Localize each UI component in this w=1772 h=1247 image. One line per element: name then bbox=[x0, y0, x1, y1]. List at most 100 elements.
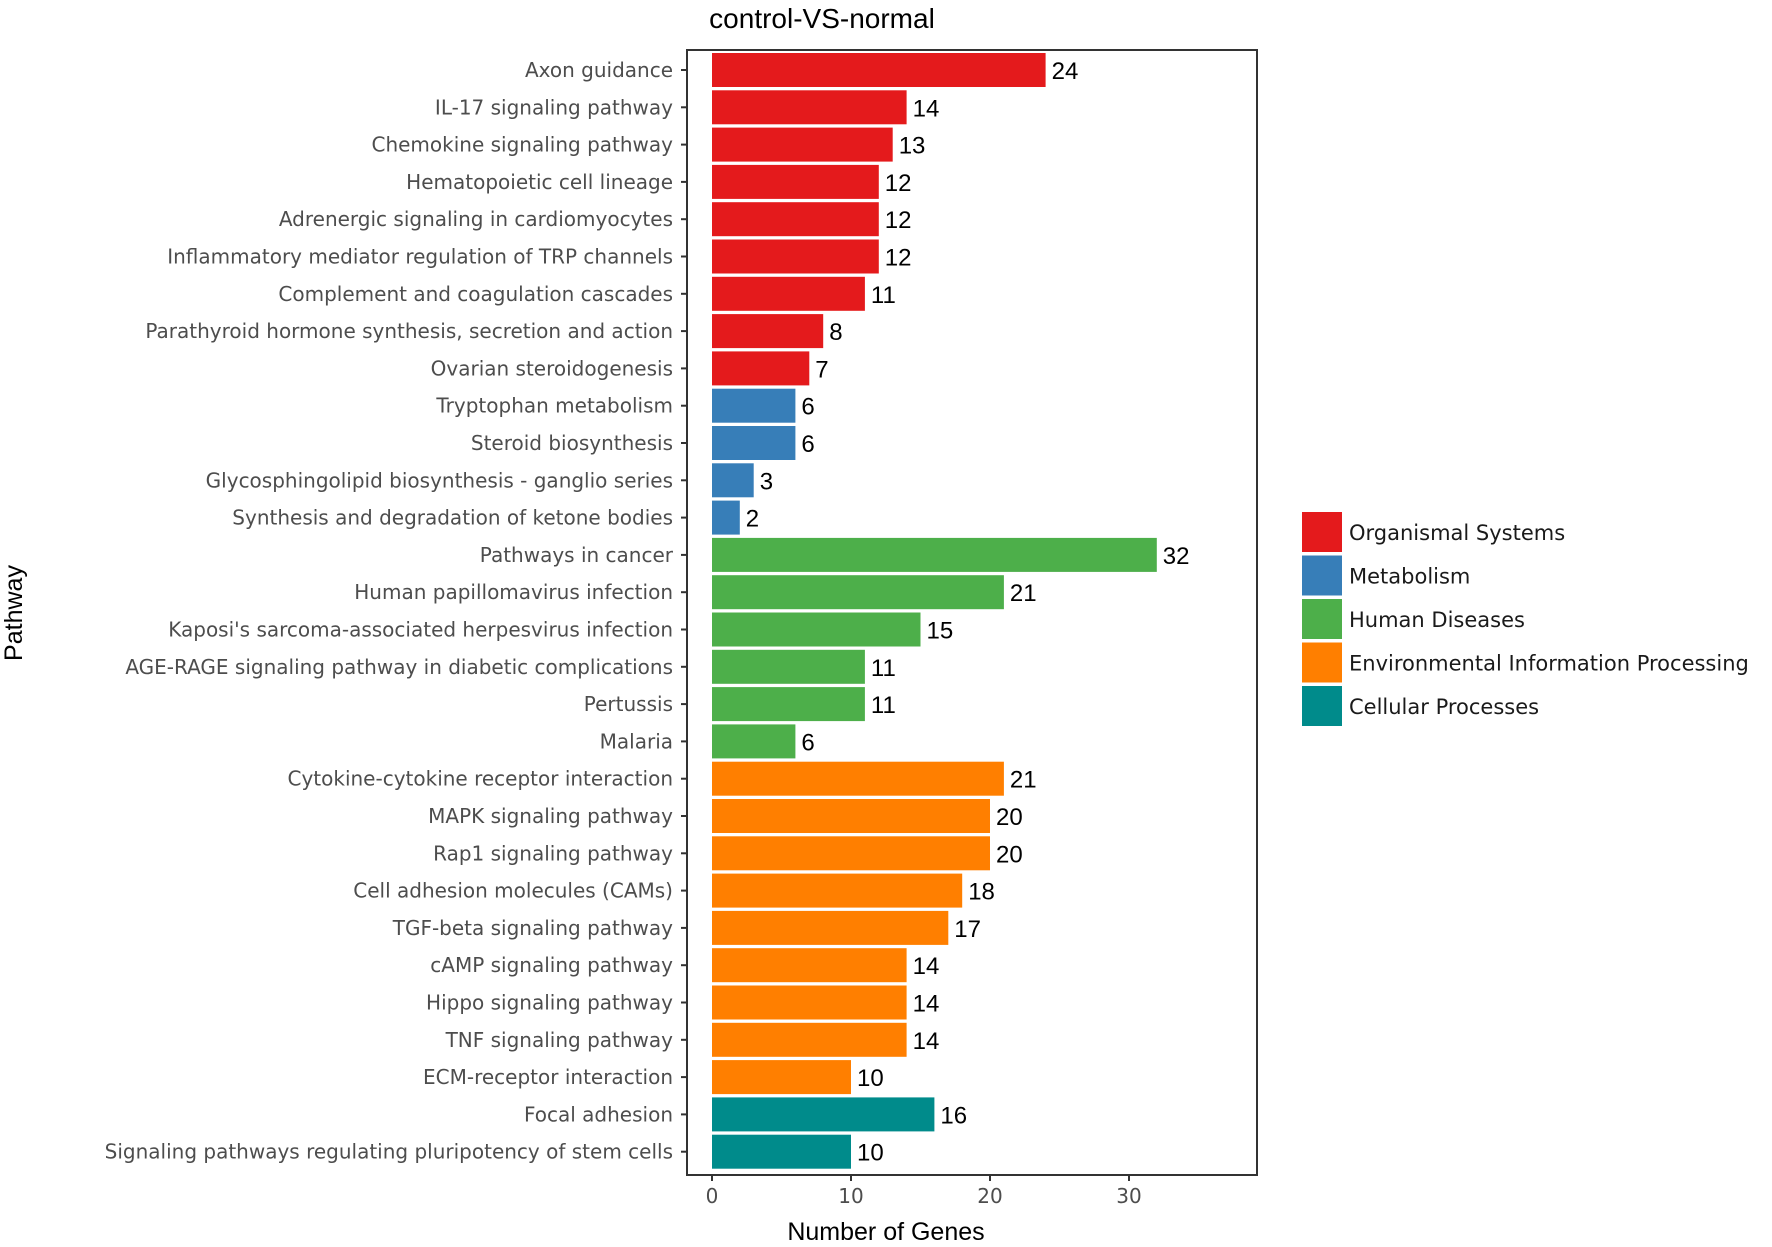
legend-label: Metabolism bbox=[1349, 565, 1470, 589]
bar-value-label: 6 bbox=[801, 394, 814, 421]
bar-value-label: 21 bbox=[1010, 767, 1037, 794]
bar-value-label: 11 bbox=[871, 282, 896, 309]
bar-value-label: 3 bbox=[760, 468, 773, 495]
legend-key bbox=[1302, 642, 1342, 683]
y-tick-label: Malaria bbox=[600, 729, 673, 753]
legend-label: Organismal Systems bbox=[1349, 521, 1565, 545]
y-tick-label: MAPK signaling pathway bbox=[428, 804, 673, 828]
bar-value-label: 18 bbox=[968, 879, 995, 906]
y-tick-label: Rap1 signaling pathway bbox=[433, 841, 673, 865]
bar bbox=[712, 761, 1004, 796]
bar-value-label: 12 bbox=[885, 207, 912, 234]
bar bbox=[712, 127, 893, 162]
bar-value-label: 12 bbox=[885, 170, 912, 197]
bar bbox=[712, 1060, 851, 1095]
y-tick-label: ECM-receptor interaction bbox=[423, 1065, 673, 1089]
y-tick-label: Chemokine signaling pathway bbox=[371, 133, 673, 157]
bar-value-label: 21 bbox=[1010, 580, 1037, 607]
bar bbox=[712, 388, 796, 423]
bar-value-label: 24 bbox=[1052, 58, 1079, 85]
legend-key bbox=[1302, 512, 1342, 552]
bar bbox=[712, 1097, 935, 1132]
bar bbox=[712, 575, 1004, 610]
bar-value-label: 14 bbox=[913, 1028, 940, 1055]
bar-value-label: 14 bbox=[913, 991, 940, 1018]
y-tick-label: Kaposi's sarcoma-associated herpesvirus … bbox=[168, 618, 673, 642]
y-tick-label: Hematopoietic cell lineage bbox=[406, 170, 673, 194]
bar-value-label: 12 bbox=[885, 245, 912, 272]
bar bbox=[712, 948, 907, 983]
y-tick-label: Complement and coagulation cascades bbox=[278, 282, 673, 306]
y-tick-label: Tryptophan metabolism bbox=[435, 394, 673, 418]
bar bbox=[712, 202, 879, 237]
bar bbox=[712, 90, 907, 125]
bar bbox=[712, 836, 990, 871]
bar bbox=[712, 687, 865, 722]
y-tick-label: Pertussis bbox=[584, 692, 673, 716]
chart-title: control-VS-normal bbox=[709, 3, 935, 34]
y-tick-label: AGE-RAGE signaling pathway in diabetic c… bbox=[125, 655, 673, 679]
y-tick-label: TNF signaling pathway bbox=[445, 1028, 674, 1052]
y-axis-label: Pathway bbox=[0, 565, 28, 661]
y-tick-label: Steroid biosynthesis bbox=[471, 431, 673, 455]
legend-label: Cellular Processes bbox=[1349, 695, 1539, 719]
legend-label: Environmental Information Processing bbox=[1349, 652, 1749, 676]
y-tick-label: Human papillomavirus infection bbox=[354, 580, 673, 604]
bar bbox=[712, 53, 1046, 87]
bar-value-label: 32 bbox=[1163, 543, 1190, 570]
bar bbox=[712, 500, 740, 535]
bar-value-label: 2 bbox=[746, 506, 759, 533]
bar bbox=[712, 985, 907, 1020]
y-tick-label: Axon guidance bbox=[525, 58, 673, 82]
bar bbox=[712, 351, 810, 386]
y-tick-label: IL-17 signaling pathway bbox=[435, 95, 673, 119]
bar-value-label: 16 bbox=[940, 1102, 967, 1129]
bar-value-label: 14 bbox=[913, 95, 940, 122]
bar bbox=[712, 314, 824, 349]
x-tick-label: 0 bbox=[706, 1184, 719, 1208]
y-tick-label: Cytokine-cytokine receptor interaction bbox=[287, 767, 673, 791]
bar-value-label: 17 bbox=[954, 916, 981, 943]
bar-value-label: 11 bbox=[871, 655, 896, 682]
plot-panel bbox=[686, 49, 1258, 1176]
y-tick-label: cAMP signaling pathway bbox=[430, 953, 673, 977]
x-axis-label: Number of Genes bbox=[787, 1218, 984, 1246]
bar bbox=[712, 724, 796, 759]
bar bbox=[712, 239, 879, 274]
bar-value-label: 10 bbox=[857, 1065, 884, 1092]
bar-value-label: 10 bbox=[857, 1140, 884, 1167]
y-tick-label: Ovarian steroidogenesis bbox=[431, 356, 673, 380]
x-tick-label: 10 bbox=[838, 1184, 863, 1208]
y-tick-label: Inflammatory mediator regulation of TRP … bbox=[167, 245, 673, 269]
bar bbox=[712, 649, 865, 684]
legend-key bbox=[1302, 599, 1342, 639]
bar-value-label: 13 bbox=[899, 133, 926, 160]
bar bbox=[712, 1022, 907, 1057]
legend-label: Human Diseases bbox=[1349, 608, 1525, 632]
bar bbox=[712, 164, 879, 199]
bar bbox=[712, 426, 796, 460]
y-tick-label: Glycosphingolipid biosynthesis - ganglio… bbox=[206, 468, 673, 492]
x-tick-label: 30 bbox=[1116, 1184, 1141, 1208]
bar bbox=[712, 799, 990, 833]
y-tick-label: TGF-beta signaling pathway bbox=[392, 916, 673, 940]
y-tick-label: Adrenergic signaling in cardiomyocytes bbox=[279, 207, 673, 231]
y-tick-label: Focal adhesion bbox=[524, 1102, 673, 1126]
bar bbox=[712, 276, 865, 311]
bar-value-label: 15 bbox=[927, 618, 954, 645]
y-tick-label: Pathways in cancer bbox=[480, 543, 674, 567]
y-tick-label: Synthesis and degradation of ketone bodi… bbox=[232, 506, 673, 530]
bar-value-label: 20 bbox=[996, 841, 1023, 868]
bar-value-label: 8 bbox=[829, 319, 842, 346]
legend-key bbox=[1302, 555, 1342, 596]
bar bbox=[712, 1134, 851, 1169]
y-tick-label: Cell adhesion molecules (CAMs) bbox=[353, 879, 673, 903]
y-tick-label: Signaling pathways regulating pluripoten… bbox=[105, 1140, 673, 1164]
y-tick-label: Hippo signaling pathway bbox=[426, 991, 673, 1015]
bar-value-label: 6 bbox=[801, 729, 814, 756]
x-tick-label: 20 bbox=[977, 1184, 1002, 1208]
bar bbox=[712, 463, 754, 498]
bar-value-label: 14 bbox=[913, 953, 940, 980]
bar-value-label: 6 bbox=[801, 431, 814, 458]
